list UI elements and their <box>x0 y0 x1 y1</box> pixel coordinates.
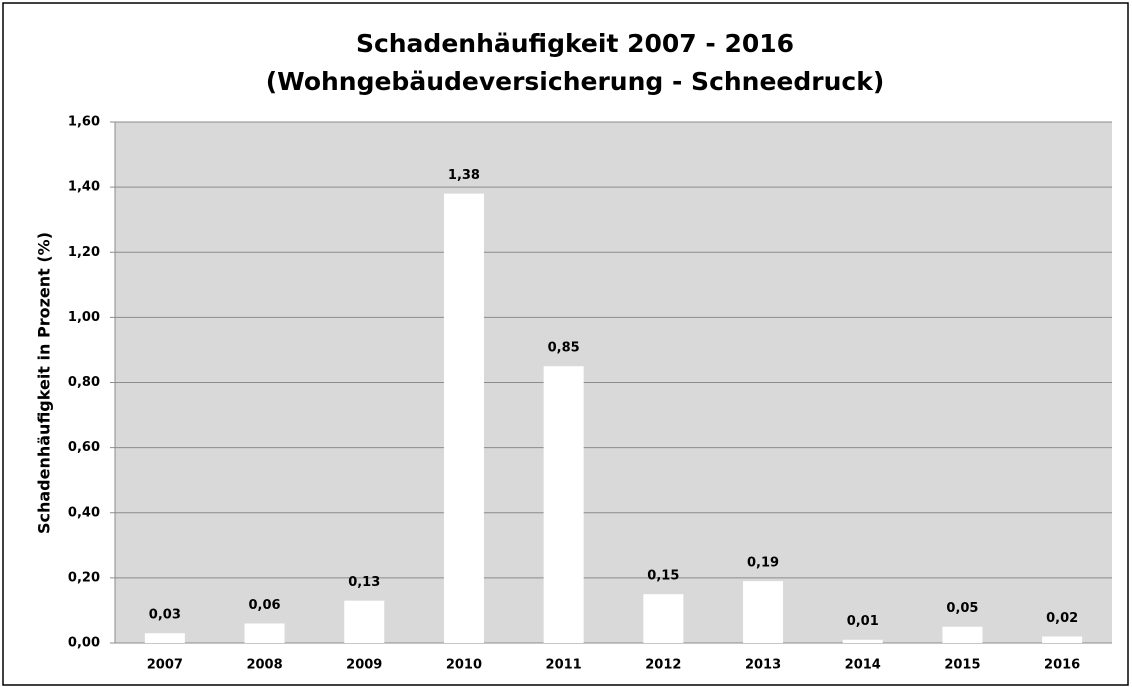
data-label: 0,01 <box>847 614 879 629</box>
y-tick-label: 1,00 <box>68 310 100 325</box>
data-label: 0,02 <box>1046 611 1078 626</box>
data-label: 0,13 <box>348 575 380 590</box>
bar <box>543 366 584 643</box>
x-tick-label: 2011 <box>546 658 582 673</box>
bar <box>1042 636 1083 643</box>
data-label: 0,05 <box>946 601 978 616</box>
x-tick-label: 2010 <box>446 658 482 673</box>
y-tick-label: 1,40 <box>68 180 100 195</box>
x-tick-label: 2013 <box>745 658 781 673</box>
y-tick-label: 1,20 <box>68 245 100 260</box>
x-tick-label: 2007 <box>147 658 183 673</box>
x-tick-label: 2012 <box>645 658 681 673</box>
x-tick-label: 2008 <box>246 658 282 673</box>
data-label: 0,85 <box>548 341 580 356</box>
data-label: 0,06 <box>249 598 281 613</box>
y-axis-label: Schadenhäufigkeit in Prozent (%) <box>35 232 54 534</box>
bar <box>443 193 484 643</box>
data-label: 0,19 <box>747 556 779 571</box>
data-label: 1,38 <box>448 168 480 183</box>
chart-title: Schadenhäufigkeit 2007 - 2016 <box>356 29 794 58</box>
bar <box>643 594 684 643</box>
x-tick-label: 2009 <box>346 658 382 673</box>
y-tick-label: 0,80 <box>68 375 100 390</box>
y-tick-label: 0,20 <box>68 570 100 585</box>
bar <box>144 633 185 643</box>
x-tick-label: 2014 <box>845 658 881 673</box>
data-label: 0,15 <box>647 569 679 584</box>
bar <box>842 639 883 643</box>
y-tick-label: 0,60 <box>68 440 100 455</box>
chart-title: (Wohngebäudeversicherung - Schneedruck) <box>266 67 885 96</box>
x-tick-label: 2015 <box>944 658 980 673</box>
bar <box>743 581 784 643</box>
y-tick-label: 0,00 <box>68 636 100 651</box>
y-tick-label: 1,60 <box>68 115 100 130</box>
bar <box>942 626 983 643</box>
bar <box>244 623 285 643</box>
x-tick-label: 2016 <box>1044 658 1080 673</box>
bar <box>344 600 385 643</box>
data-label: 0,03 <box>149 608 181 623</box>
y-tick-label: 0,40 <box>68 505 100 520</box>
